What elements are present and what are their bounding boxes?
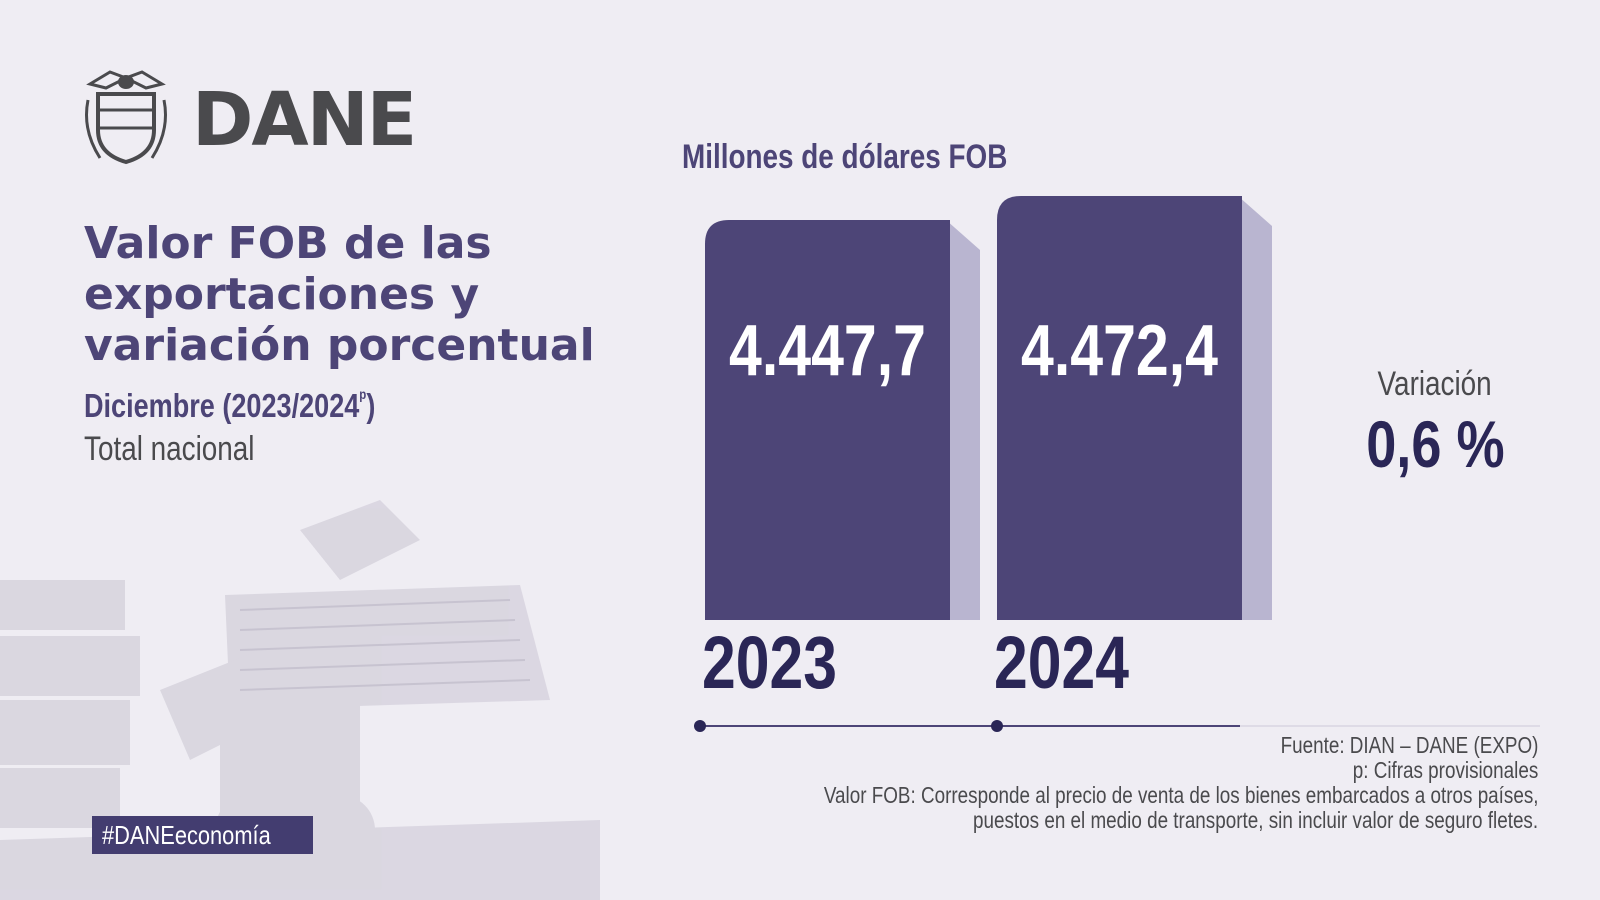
variation-label-text: Variación — [1377, 365, 1493, 403]
axis-marker — [991, 720, 1003, 732]
dane-logo: DANE — [80, 70, 417, 170]
variation-value-text: 0,6 % — [1365, 407, 1505, 481]
scope-label: Total nacional — [84, 430, 255, 468]
provisional-note: p: Cifras provisionales — [1352, 757, 1538, 783]
title-line: variación porcentual — [84, 320, 595, 371]
bar-value-label: 4.472,4 — [1021, 309, 1218, 390]
period-subtitle: Diciembre (2023/2024p) — [84, 386, 375, 425]
title-line: Valor FOB de las — [84, 218, 492, 269]
provisional-mark: p — [359, 386, 367, 402]
definition-note-line1: Valor FOB: Corresponde al precio de vent… — [823, 782, 1538, 808]
period-text: Diciembre (2023/2024 — [84, 387, 360, 424]
hashtag-badge: #DANEeconomía — [92, 816, 313, 854]
chart-unit-label: Millones de dólares FOB — [682, 138, 1008, 176]
footnotes: Fuente: DIAN – DANE (EXPO) p: Cifras pro… — [638, 733, 1538, 833]
bar — [705, 220, 950, 620]
bar — [997, 196, 1242, 620]
definition-note-line2: puestos en el medio de transporte, sin i… — [972, 807, 1538, 833]
bar-value-label: 4.447,7 — [729, 309, 926, 390]
bar-shadow — [946, 220, 980, 620]
category-label: 2023 — [702, 622, 837, 704]
coat-of-arms-icon — [85, 70, 167, 165]
category-label: 2024 — [994, 622, 1129, 704]
source-note: Fuente: DIAN – DANE (EXPO) — [1280, 732, 1538, 758]
title-line: exportaciones y — [84, 269, 480, 320]
page-title: Valor FOB de las exportaciones y variaci… — [84, 218, 684, 371]
period-close: ) — [366, 387, 376, 424]
bar-shadow — [1238, 196, 1272, 620]
variation-value: 0,6 % — [1290, 406, 1580, 482]
variation-label: Variación — [1300, 365, 1570, 404]
hashtag-text: #DANEeconomía — [102, 820, 271, 850]
logo-text: DANE — [192, 77, 417, 163]
axis-marker — [694, 720, 706, 732]
